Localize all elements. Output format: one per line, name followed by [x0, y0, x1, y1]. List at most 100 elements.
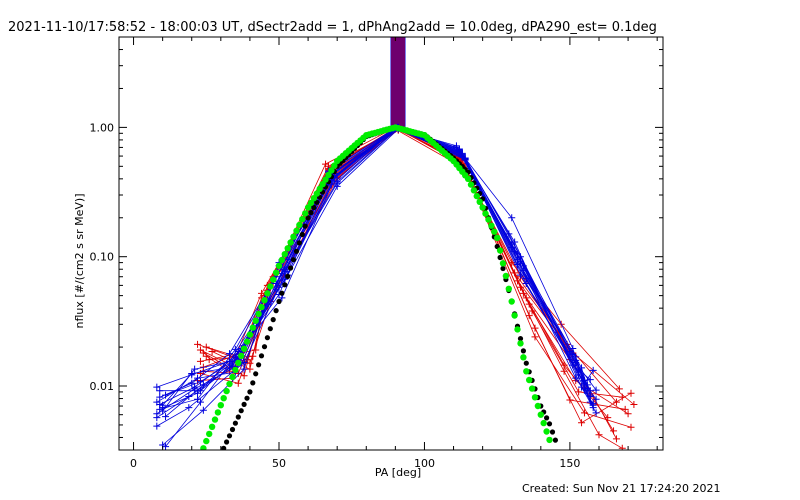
blue-data-point: [589, 401, 597, 409]
green-fit-point: [310, 195, 318, 202]
blue-data-point: [159, 401, 167, 409]
green-fit-point: [208, 423, 216, 430]
red-series-line: [203, 127, 617, 440]
black-fit-point: [238, 408, 244, 414]
black-fit-point: [546, 421, 553, 427]
red-data-point: [240, 372, 248, 380]
red-data-point: [578, 419, 586, 427]
blue-data-point: [455, 148, 463, 156]
blue-series-12: [153, 124, 600, 430]
black-fit-point: [520, 348, 527, 354]
blue-series-line: [159, 128, 588, 410]
axes-frame: [118, 36, 664, 451]
green-fit-point: [316, 185, 323, 193]
green-fit-point: [240, 345, 248, 352]
green-fit-point: [270, 276, 277, 283]
black-fit-point: [270, 317, 276, 323]
black-fit-point: [544, 415, 550, 421]
green-fit-point: [267, 283, 274, 290]
green-fit-point: [476, 198, 483, 205]
green-fit-point: [328, 167, 335, 174]
plot-area: 0 50 100 150 0.01 0.10 1.00: [90, 36, 664, 470]
green-fit-point: [485, 216, 492, 223]
green-fit-point: [252, 317, 259, 324]
red-data-point: [575, 388, 583, 396]
blue-data-point: [514, 250, 522, 258]
green-fit-point: [319, 181, 326, 188]
green-fit-point: [313, 190, 320, 197]
black-fit-point: [232, 420, 238, 426]
black-fit-point: [305, 215, 311, 221]
black-fit-point: [261, 344, 268, 350]
green-fit-point: [275, 262, 283, 269]
green-fit-point: [243, 338, 251, 345]
blue-data-point: [278, 277, 286, 285]
red-data-point: [528, 307, 536, 315]
blue-data-point: [185, 392, 193, 400]
green-fit-point: [287, 239, 294, 246]
green-fit-point: [238, 352, 245, 359]
blue-series-line: [156, 127, 597, 427]
green-fit-point: [232, 366, 239, 374]
green-fit-point: [304, 204, 312, 211]
green-fit-point: [546, 436, 553, 444]
red-series-5: [196, 125, 635, 431]
red-data-point: [199, 349, 207, 357]
blue-data-point: [592, 409, 600, 417]
blue-data-point: [188, 369, 196, 377]
blue-data-point: [516, 271, 524, 279]
blue-series-16: [153, 123, 600, 418]
green-fit-point: [496, 247, 504, 254]
green-fit-point: [284, 245, 291, 252]
red-data-point: [627, 423, 635, 431]
black-fit-point: [224, 439, 230, 445]
green-fit-point: [514, 326, 521, 333]
black-fit-point: [299, 231, 305, 238]
chart-title: 2021-11-10/17:58:52 - 18:00:03 UT, dSect…: [8, 20, 657, 35]
green-fit-point: [543, 428, 550, 435]
red-data-point: [624, 410, 632, 418]
green-fit-point: [540, 419, 547, 427]
blue-data-point: [240, 365, 248, 373]
black-fit-point: [267, 326, 273, 332]
blue-data-point: [153, 422, 161, 430]
blue-data-point: [185, 404, 193, 412]
green-fit-point: [517, 340, 524, 347]
red-data-point: [604, 414, 612, 422]
black-fit-point: [549, 429, 556, 435]
green-fit-point: [249, 324, 256, 331]
blue-series-line: [162, 126, 594, 406]
black-fit-point: [241, 401, 247, 407]
green-fit-point: [258, 303, 265, 311]
blue-series-5: [162, 125, 591, 450]
green-fit-point: [272, 269, 280, 276]
blue-series-line: [162, 127, 594, 446]
blue-data-point: [522, 274, 530, 282]
black-fit-point: [311, 204, 317, 211]
blue-data-point: [196, 378, 204, 386]
blue-data-point: [191, 385, 199, 393]
blue-data-point: [231, 345, 239, 353]
black-fit-point: [276, 298, 282, 305]
black-fit-point: [552, 437, 559, 443]
black-fit-point: [244, 395, 250, 401]
red-data-point: [630, 400, 638, 408]
blue-series-line: [165, 128, 588, 447]
blue-data-point: [589, 366, 597, 374]
green-fit-point: [473, 192, 480, 200]
black-fit-point: [282, 282, 288, 288]
red-data-point: [531, 324, 539, 332]
blue-data-point: [452, 142, 460, 150]
blue-data-point: [199, 406, 207, 414]
blue-data-point: [580, 385, 588, 393]
blue-data-point: [592, 395, 600, 403]
black-fit-point: [290, 257, 297, 263]
black-fit-point: [314, 199, 320, 205]
red-data-point: [621, 405, 629, 413]
green-fit-point: [491, 228, 498, 235]
x-tick-label: 0: [130, 457, 137, 470]
red-data-point: [246, 359, 254, 367]
green-fit-point: [470, 187, 478, 194]
black-fit-point: [302, 223, 308, 229]
